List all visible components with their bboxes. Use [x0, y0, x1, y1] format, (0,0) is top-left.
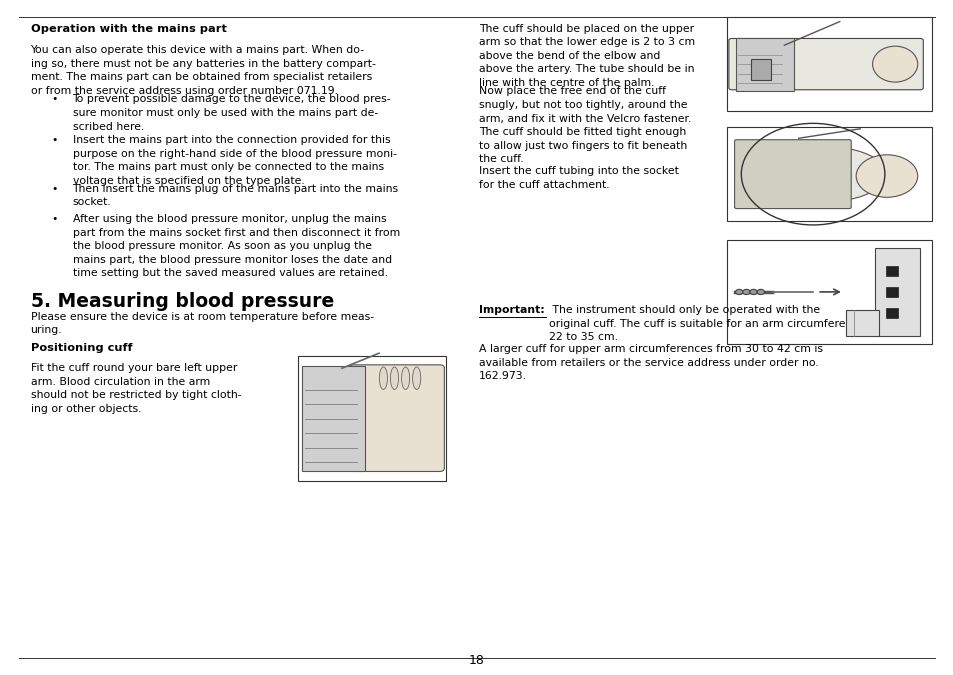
Bar — [885, 287, 898, 297]
FancyBboxPatch shape — [349, 364, 444, 471]
Text: Important:: Important: — [478, 305, 544, 315]
Bar — [750, 59, 770, 80]
Bar — [845, 310, 878, 336]
Ellipse shape — [872, 46, 917, 82]
Text: To prevent possible damage to the device, the blood pres-
sure monitor must only: To prevent possible damage to the device… — [72, 95, 391, 132]
Circle shape — [735, 290, 742, 294]
Text: After using the blood pressure monitor, unplug the mains
part from the mains soc: After using the blood pressure monitor, … — [72, 214, 399, 278]
Text: 5. Measuring blood pressure: 5. Measuring blood pressure — [30, 292, 334, 311]
Text: Please ensure the device is at room temperature before meas-
uring.: Please ensure the device is at room temp… — [30, 312, 374, 335]
Ellipse shape — [739, 145, 886, 203]
Text: Insert the mains part into the connection provided for this
purpose on the right: Insert the mains part into the connectio… — [72, 135, 396, 186]
Circle shape — [749, 290, 757, 294]
Text: Fit the cuff round your bare left upper
arm. Blood circulation in the arm
should: Fit the cuff round your bare left upper … — [30, 363, 241, 414]
Text: You can also operate this device with a mains part. When do-
ing so, there must : You can also operate this device with a … — [30, 45, 375, 96]
Text: A larger cuff for upper arm circumferences from 30 to 42 cm is
available from re: A larger cuff for upper arm circumferenc… — [478, 344, 822, 381]
Ellipse shape — [413, 367, 420, 389]
Circle shape — [742, 290, 749, 294]
Text: •: • — [51, 214, 58, 224]
Bar — [726, 127, 931, 221]
Ellipse shape — [855, 155, 917, 197]
Bar — [297, 356, 445, 481]
Text: Now place the free end of the cuff
snugly, but not too tightly, around the
arm, : Now place the free end of the cuff snugl… — [478, 86, 691, 165]
Bar — [885, 266, 898, 276]
Text: •: • — [51, 184, 58, 194]
Bar — [736, 38, 793, 90]
Circle shape — [757, 290, 763, 294]
Text: •: • — [51, 95, 58, 105]
Text: The instrument should only be operated with the
original cuff. The cuff is suita: The instrument should only be operated w… — [548, 305, 878, 342]
FancyBboxPatch shape — [728, 38, 923, 90]
Bar — [726, 240, 931, 344]
Bar — [302, 366, 364, 470]
Bar — [726, 17, 931, 111]
Ellipse shape — [401, 367, 409, 389]
Text: •: • — [51, 135, 58, 145]
Text: Operation with the mains part: Operation with the mains part — [30, 24, 226, 34]
FancyBboxPatch shape — [734, 140, 850, 209]
Text: Positioning cuff: Positioning cuff — [30, 343, 132, 353]
Ellipse shape — [390, 367, 398, 389]
Bar — [874, 248, 919, 336]
Text: Insert the cuff tubing into the socket
for the cuff attachment.: Insert the cuff tubing into the socket f… — [478, 166, 679, 190]
Bar — [885, 308, 898, 318]
Ellipse shape — [379, 367, 387, 389]
Text: Then insert the mains plug of the mains part into the mains
socket.: Then insert the mains plug of the mains … — [72, 184, 398, 207]
Text: 18: 18 — [469, 654, 484, 667]
Text: The cuff should be placed on the upper
arm so that the lower edge is 2 to 3 cm
a: The cuff should be placed on the upper a… — [478, 24, 695, 88]
